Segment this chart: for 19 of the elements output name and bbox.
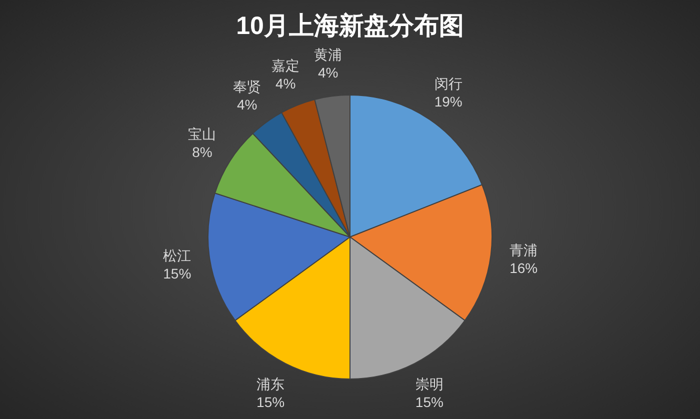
slice-label: 闵行 <box>434 75 462 92</box>
slice-label: 青浦 <box>510 242 538 258</box>
data-label: 15% <box>256 394 285 410</box>
data-label: 4% <box>237 96 258 112</box>
data-label: 8% <box>192 144 212 160</box>
slice-label: 浦东 <box>256 376 285 392</box>
data-label: 19% <box>434 93 462 110</box>
data-label: 4% <box>275 75 296 92</box>
data-label: 15% <box>163 265 192 282</box>
slice-label: 宝山 <box>188 126 216 142</box>
slice-label: 崇明 <box>415 376 444 392</box>
data-label: 4% <box>318 64 338 80</box>
chart-title: 10月上海新盘分布图 <box>236 12 464 40</box>
slice-label: 嘉定 <box>272 57 300 74</box>
data-label: 15% <box>415 394 444 410</box>
slice-label: 奉贤 <box>233 78 262 94</box>
slice-label: 松江 <box>163 247 192 264</box>
slice-label: 黄浦 <box>314 46 342 62</box>
data-label: 16% <box>510 260 538 276</box>
